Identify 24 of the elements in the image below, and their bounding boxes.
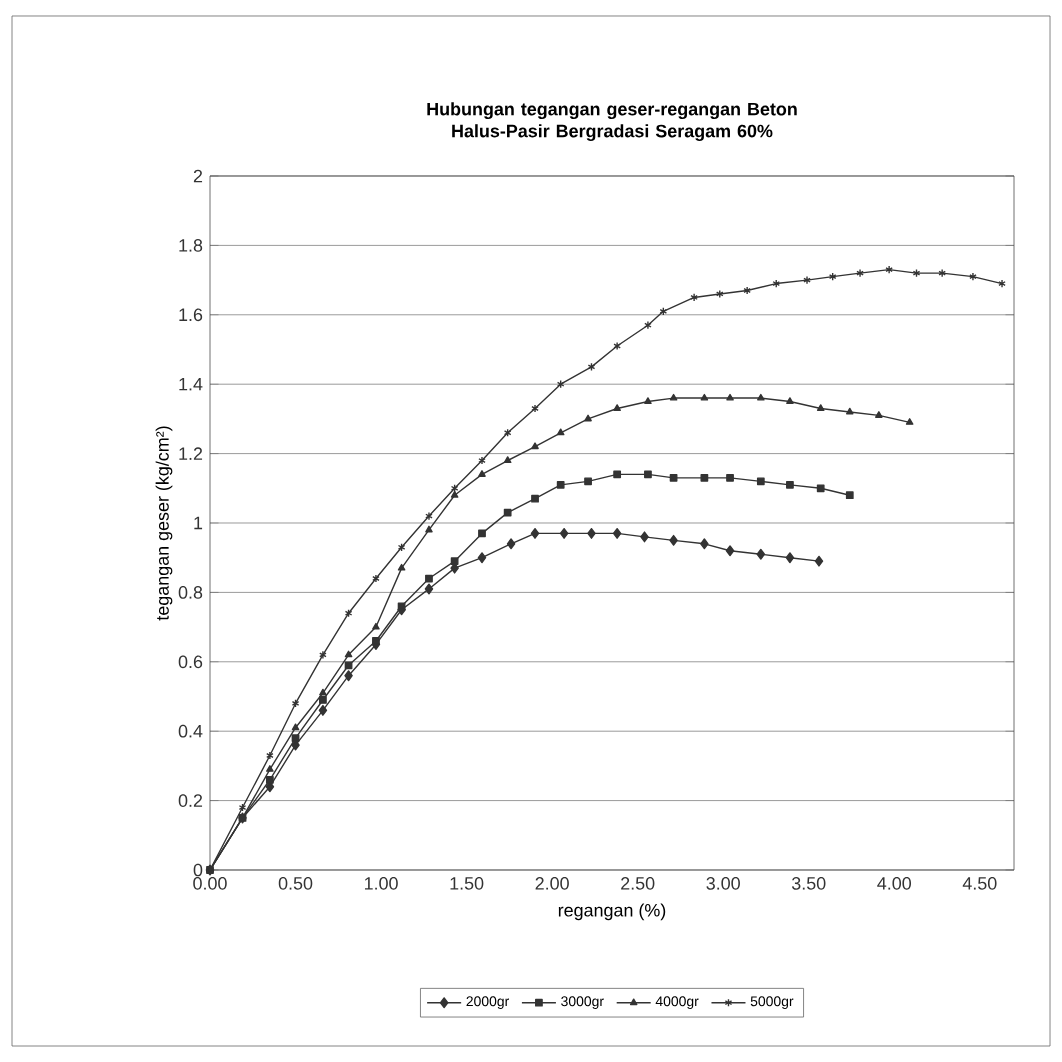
x-axis-title: regangan (%) <box>558 903 666 921</box>
x-tick-label: 0.00 <box>193 877 227 890</box>
x-tick-label: 4.50 <box>962 877 997 890</box>
y-tick-label: 0.6 <box>178 655 203 669</box>
x-tick-label: 3.50 <box>791 877 826 890</box>
y-tick-label: 1.8 <box>179 239 203 252</box>
y-tick-label: 0 <box>193 863 203 877</box>
x-tick-label: 2.00 <box>535 877 569 890</box>
x-tick-label: 3.00 <box>706 877 740 890</box>
y-tick-label: 0.8 <box>178 586 203 599</box>
x-tick-label: 0.50 <box>278 877 313 890</box>
y-tick-label: 1 <box>194 516 203 530</box>
y-tick-label: 0.2 <box>178 794 203 807</box>
y-tick-label: 2 <box>193 169 203 183</box>
chart-title: Hubungan tegangan geser-regangan Beton Halus-Pasir Bergradasi Seragam 60% <box>427 102 797 142</box>
y-tick-label: 1.2 <box>179 447 203 460</box>
y-tick-label: 1.6 <box>179 308 203 322</box>
x-tick-label: 2.50 <box>621 877 655 890</box>
y-tick-label: 0.4 <box>178 724 203 738</box>
x-tick-label: 1.50 <box>450 877 484 890</box>
x-tick-label: 4.00 <box>877 877 912 890</box>
y-tick-label: 1.4 <box>179 378 203 391</box>
y-axis-title: tegangan geser (kg/cm²) <box>155 426 173 621</box>
x-tick-label: 1.00 <box>364 877 398 890</box>
